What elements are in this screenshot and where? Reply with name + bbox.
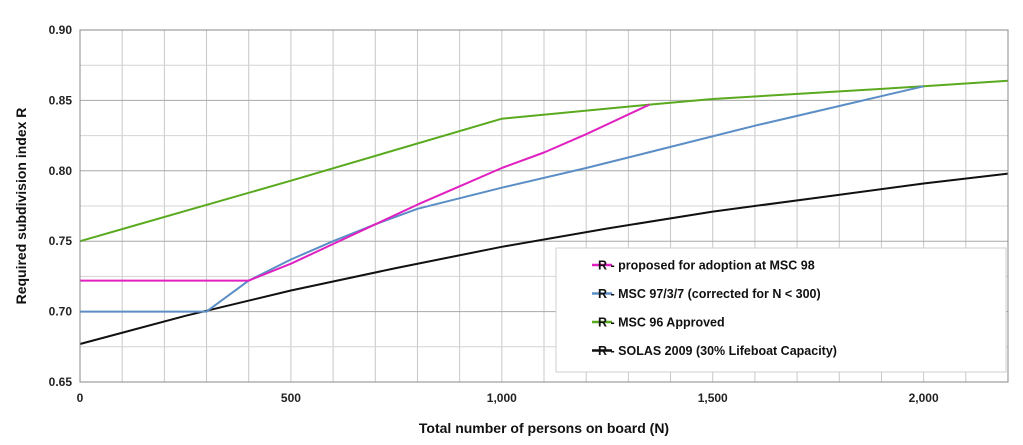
series-line-4	[79, 172, 1009, 345]
y-axis-label: Required subdivision index R	[13, 108, 29, 305]
legend-entry: R - MSC 96 Approved	[598, 316, 725, 330]
legend-box	[555, 247, 1007, 373]
y-tick-label: 0.80	[49, 164, 73, 178]
x-tick-label: 1,500	[698, 391, 728, 405]
y-tick-label: 0.70	[49, 305, 73, 319]
x-tick-label: 2,000	[909, 391, 939, 405]
y-tick-label: 0.85	[49, 93, 73, 107]
legend: R - proposed for adoption at MSC 98 R - M…	[555, 247, 1007, 373]
plot-border	[79, 29, 1009, 383]
x-axis-label: Total number of persons on board (N)	[419, 420, 669, 436]
legend-entry: R - proposed for adoption at MSC 98	[598, 259, 815, 273]
series-layer	[79, 79, 1009, 345]
x-tick-label: 0	[77, 391, 84, 405]
legend-entry: R - SOLAS 2009 (30% Lifeboat Capacity)	[598, 344, 837, 358]
legend-entry: R - MSC 97/3/7 (corrected for N < 300)	[598, 287, 821, 301]
y-tick-labels: 0.65 0.70 0.75 0.80 0.85 0.90	[49, 23, 73, 389]
y-tick-label: 0.90	[49, 23, 73, 37]
x-tick-labels: 0 500 1,000 1,500 2,000	[77, 391, 939, 405]
x-tick-label: 1,000	[487, 391, 517, 405]
x-tick-label: 500	[281, 391, 301, 405]
series-line-1	[80, 103, 650, 282]
y-tick-label: 0.75	[49, 234, 73, 248]
y-tick-label: 0.65	[49, 375, 73, 389]
